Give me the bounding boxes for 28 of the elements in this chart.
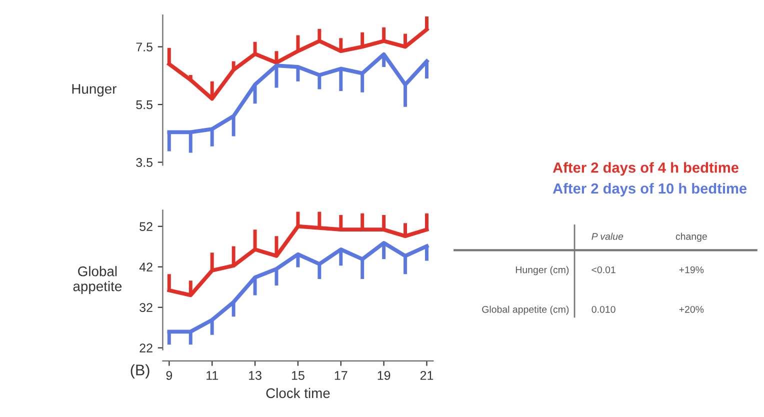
text: Global appetite (cm)	[482, 306, 569, 315]
text: After 2 days of 4 h bedtime	[552, 162, 738, 176]
text: After 2 days of 10 h bedtime	[552, 182, 747, 197]
text: 0.010	[592, 306, 616, 313]
x-axis-title: Clock time	[266, 388, 330, 398]
x-tick-label: 15	[292, 371, 304, 380]
y-tick-label: 52	[140, 222, 152, 232]
text: +20%	[679, 306, 704, 313]
text: Hunger (cm)	[516, 266, 569, 276]
y-tick-label: 5.5	[136, 100, 152, 110]
text: P value	[592, 232, 624, 240]
x-tick-label: 21	[420, 371, 434, 380]
y-tick-label: 32	[140, 303, 152, 312]
x-tick-label: 11	[206, 371, 218, 380]
y-axis-title: Global appetite	[73, 266, 122, 294]
text: <0.01	[592, 266, 616, 274]
x-tick-label: 17	[334, 371, 348, 380]
y-tick-label: 22	[140, 344, 152, 352]
y-tick-label: 3.5	[136, 158, 152, 167]
text: +19%	[679, 266, 704, 274]
text: (B)	[130, 364, 150, 378]
y-tick-label: 42	[139, 262, 152, 272]
y-tick-label: 7.5	[136, 42, 152, 52]
text: change	[676, 232, 707, 242]
x-tick-label: 9	[166, 371, 172, 380]
x-tick-label: 19	[378, 371, 390, 380]
y-axis-title: Hunger	[72, 84, 117, 97]
x-tick-label: 13	[249, 371, 262, 380]
